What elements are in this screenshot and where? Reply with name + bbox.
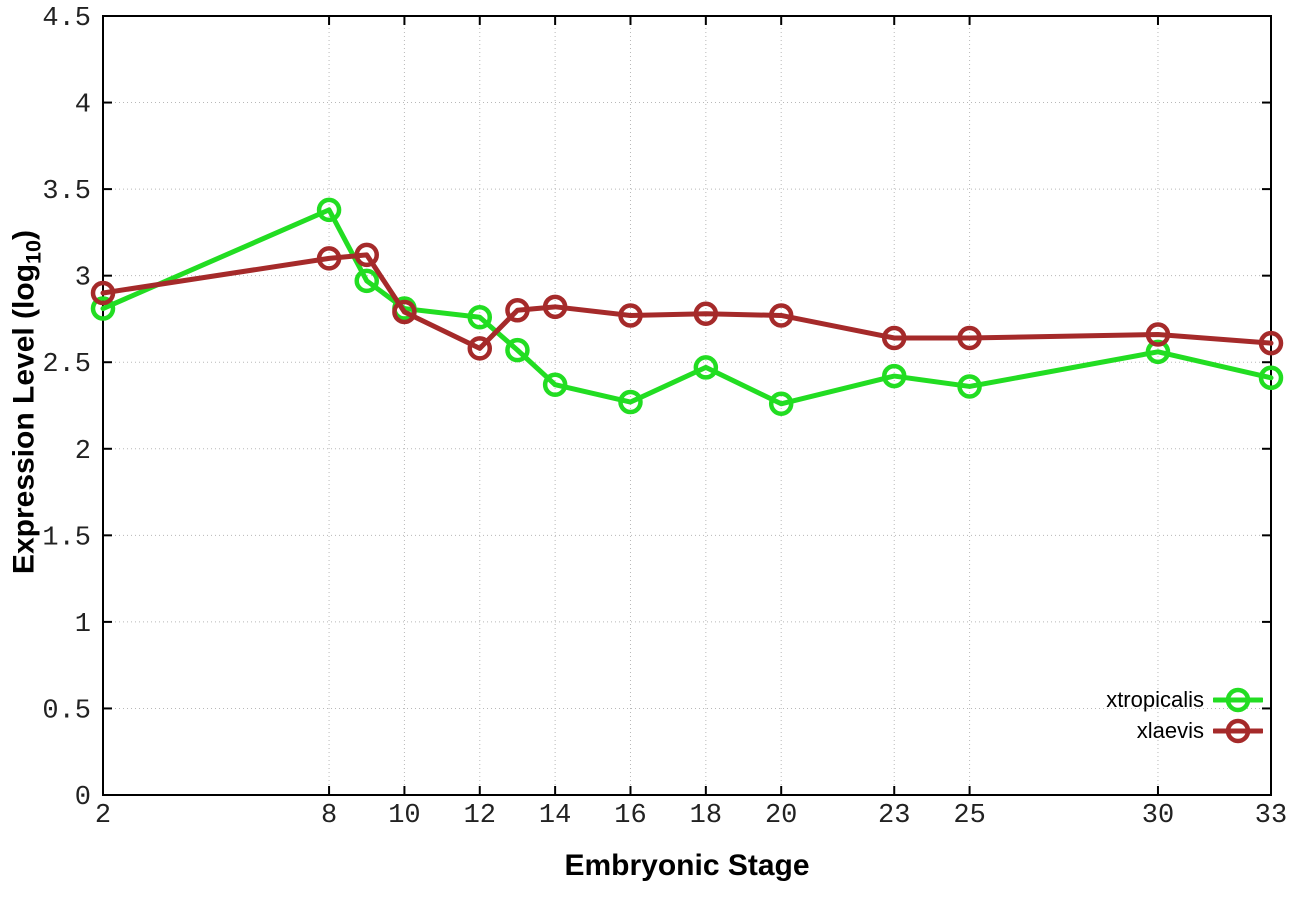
data-point-xlaevis <box>618 303 643 328</box>
x-tick-label: 2 <box>95 801 111 831</box>
y-tick-label: 1 <box>75 610 91 640</box>
x-tick-label: 23 <box>878 801 910 831</box>
legend-label-xlaevis: xlaevis <box>1136 718 1204 743</box>
legend-marker-xtropicalis-icon <box>1213 687 1263 713</box>
data-point-xlaevis <box>505 298 530 323</box>
x-tick-label: 10 <box>388 801 420 831</box>
legend-marker-xlaevis-icon <box>1213 718 1263 744</box>
x-tick-label: 8 <box>321 801 337 831</box>
y-axis-title: Expression Level (log10) <box>8 230 47 574</box>
data-point-xlaevis <box>316 246 342 271</box>
data-point-xlaevis <box>90 280 116 306</box>
data-point-xtropicalis <box>1258 365 1284 391</box>
data-point-xlaevis <box>467 336 493 361</box>
data-point-xtropicalis <box>90 296 116 321</box>
y-tick-label: 0 <box>75 783 91 813</box>
legend: xtropicalis xlaevis <box>1106 687 1263 744</box>
data-point-xtropicalis <box>768 391 794 417</box>
data-point-xtropicalis <box>618 389 643 415</box>
plot-border <box>102 15 1272 796</box>
y-tick-label: 0.5 <box>42 696 91 726</box>
legend-item-xlaevis: xlaevis <box>1137 718 1263 744</box>
x-tick-label: 30 <box>1142 801 1174 831</box>
data-point-xlaevis <box>1145 322 1171 347</box>
x-tick-label: 25 <box>953 801 985 831</box>
y-axis-title-suffix: ) <box>7 229 41 240</box>
data-point-xtropicalis <box>881 363 907 389</box>
x-tick-label: 18 <box>690 801 722 831</box>
data-point-xtropicalis <box>505 337 530 363</box>
data-point-xlaevis <box>542 294 568 320</box>
legend-circle-xlaevis <box>1225 718 1251 744</box>
series-line-xlaevis <box>100 252 1274 351</box>
x-tick-label: 14 <box>539 801 571 831</box>
data-point-xtropicalis <box>957 374 982 399</box>
y-tick-label: 3.5 <box>42 177 91 207</box>
data-point-xtropicalis <box>467 304 493 330</box>
legend-item-xtropicalis: xtropicalis <box>1106 687 1263 713</box>
y-tick-label: 4 <box>75 91 91 121</box>
y-axis-title-subscript: 10 <box>20 239 46 264</box>
legend-label-xtropicalis: xtropicalis <box>1106 687 1204 712</box>
data-point-xlaevis <box>768 303 794 328</box>
data-point-xtropicalis <box>1145 339 1171 365</box>
series-line-xtropicalis <box>100 207 1274 407</box>
x-tick-label: 33 <box>1255 801 1287 831</box>
x-tick-label: 20 <box>765 801 797 831</box>
data-point-xlaevis <box>354 242 379 268</box>
data-point-xlaevis <box>881 325 907 351</box>
y-tick-label: 2.5 <box>42 350 91 380</box>
y-axis-title-text: Expression Level (log <box>7 263 41 575</box>
x-tick-label: 12 <box>464 801 496 831</box>
data-point-xtropicalis <box>693 355 719 380</box>
data-point-xtropicalis <box>542 372 568 397</box>
x-axis-title: Embryonic Stage <box>564 849 810 882</box>
y-tick-label: 1.5 <box>42 523 91 553</box>
y-tick-label: 4.5 <box>42 4 91 34</box>
y-tick-label: 2 <box>75 437 91 467</box>
data-point-xtropicalis <box>316 197 342 223</box>
data-point-xlaevis <box>392 299 417 325</box>
data-point-xlaevis <box>693 301 719 327</box>
x-tick-label: 16 <box>614 801 646 831</box>
data-point-xlaevis <box>957 325 982 351</box>
data-point-xtropicalis <box>354 268 379 294</box>
legend-circle-xtropicalis <box>1225 687 1251 713</box>
y-tick-label: 3 <box>75 264 91 294</box>
data-point-xlaevis <box>1258 330 1284 356</box>
